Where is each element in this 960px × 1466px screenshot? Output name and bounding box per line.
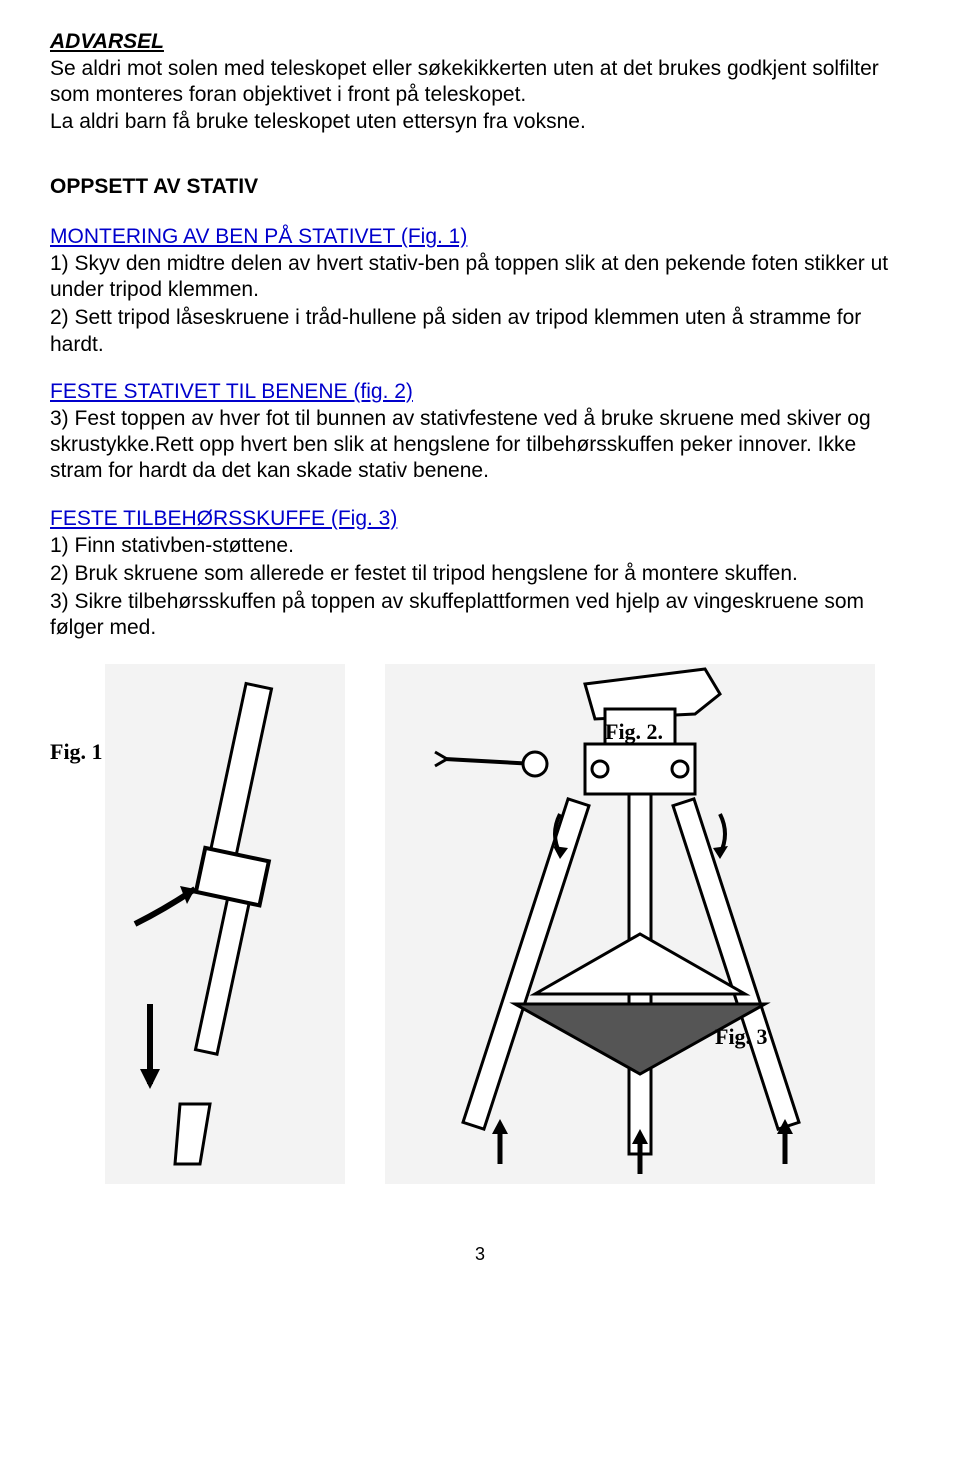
fig1-box	[105, 664, 345, 1184]
fig23-box: Fig. 2. Fig. 3	[385, 664, 875, 1184]
sub3-p2: 2) Bruk skruene som allerede er festet t…	[50, 561, 910, 587]
sub2-heading: FESTE STATIVET TIL BENENE (fig. 2)	[50, 380, 910, 404]
sub1-heading: MONTERING AV BEN PÅ STATIVET (Fig. 1)	[50, 225, 910, 249]
warning-title: ADVARSEL	[50, 30, 910, 54]
fig3-label: Fig. 3	[715, 1024, 768, 1050]
warning-text: Se aldri mot solen med teleskopet eller …	[50, 56, 910, 135]
page-number: 3	[50, 1244, 910, 1265]
sub3-p1: 1) Finn stativben-støttene.	[50, 533, 910, 559]
sub3-heading: FESTE TILBEHØRSSKUFFE (Fig. 3)	[50, 507, 910, 531]
sub1-p1: 1) Skyv den midtre delen av hvert stativ…	[50, 251, 910, 304]
sub1-p2: 2) Sett tripod låseskruene i tråd-hullen…	[50, 305, 910, 358]
sub3-p3: 3) Sikre tilbehørsskuffen på toppen av s…	[50, 589, 910, 642]
sub2-p1: 3) Fest toppen av hver fot til bunnen av…	[50, 406, 910, 485]
fig2-label: Fig. 2.	[605, 719, 663, 745]
figures-area: Fig. 1	[50, 664, 910, 1204]
fig1-label: Fig. 1	[50, 739, 103, 765]
section-title: OPPSETT AV STATIV	[50, 175, 910, 199]
fig1-illustration	[105, 664, 345, 1184]
